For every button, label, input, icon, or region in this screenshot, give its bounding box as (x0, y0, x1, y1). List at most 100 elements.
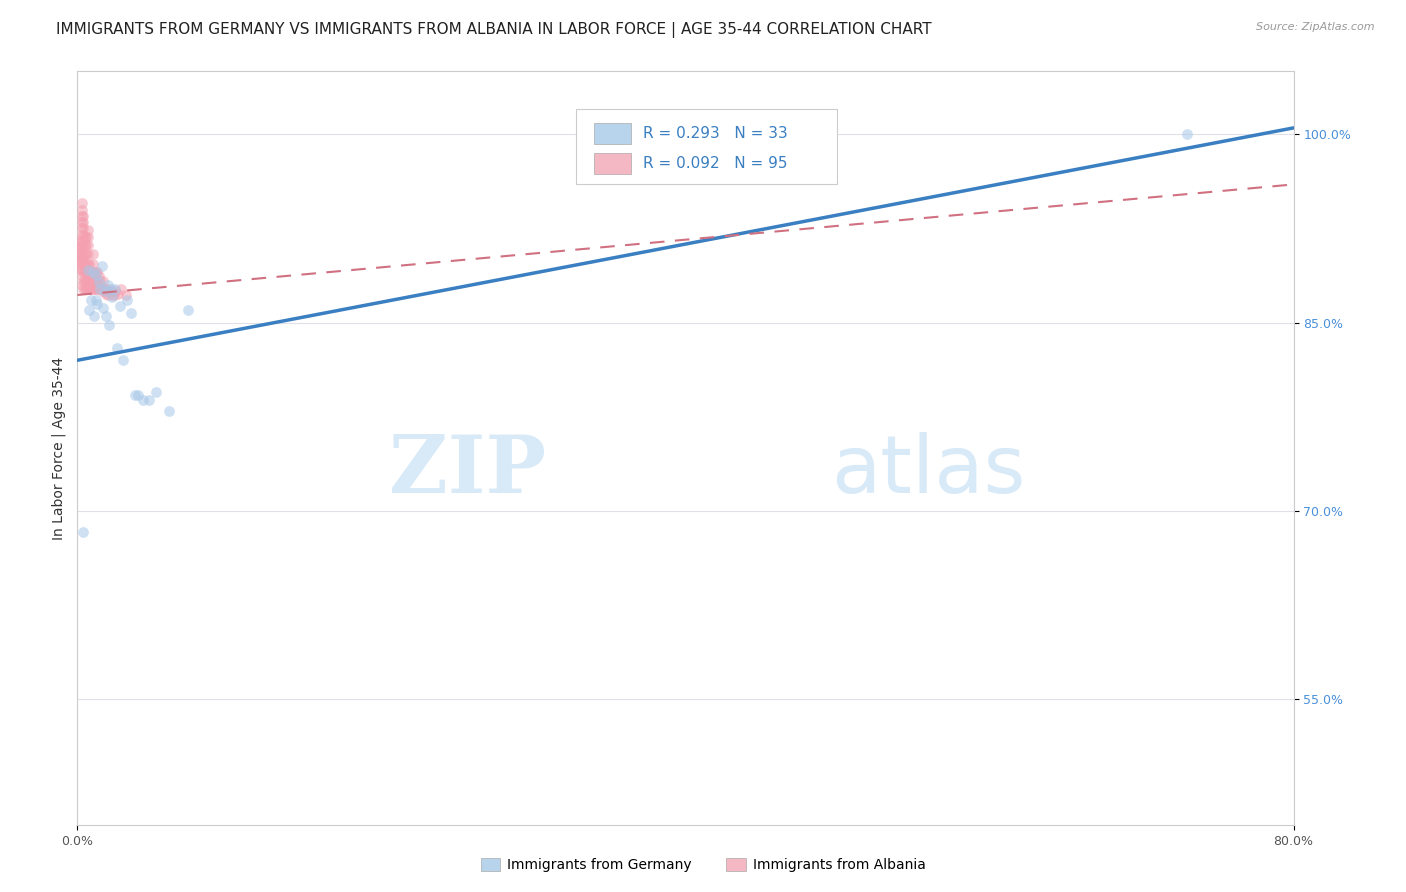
Point (84, 268, 107, 282)
Text: ZIP: ZIP (388, 432, 546, 510)
Point (97, 282, 120, 296)
Point (72, 256, 94, 270)
Point (108, 299, 131, 313)
Point (177, 303, 200, 318)
Point (84, 265, 107, 279)
Point (97, 288, 120, 302)
Point (77, 237, 100, 252)
Point (73, 274, 96, 288)
Point (82, 274, 104, 288)
Point (87, 269, 110, 284)
Point (89, 282, 111, 296)
Point (70, 196, 93, 211)
Text: Source: ZipAtlas.com: Source: ZipAtlas.com (1257, 22, 1375, 32)
Point (72, 274, 94, 288)
Point (90, 284, 112, 298)
Point (77, 282, 100, 296)
Point (77, 246, 100, 260)
Point (145, 384, 167, 399)
Point (82, 246, 104, 260)
Point (82, 265, 104, 279)
Point (70, 209, 93, 223)
Point (72, 265, 94, 279)
Point (70, 277, 93, 292)
Point (70, 246, 93, 260)
Point (77, 263, 100, 277)
Point (80, 282, 103, 296)
Point (69, 240, 91, 254)
Point (69, 246, 91, 260)
FancyBboxPatch shape (576, 109, 838, 185)
Legend: Immigrants from Germany, Immigrants from Albania: Immigrants from Germany, Immigrants from… (475, 853, 931, 878)
Point (80, 293, 103, 307)
Point (138, 393, 160, 408)
Point (83, 274, 105, 288)
Point (75, 237, 97, 252)
Point (72, 525, 94, 540)
Point (79, 274, 101, 288)
Text: R = 0.293   N = 33: R = 0.293 N = 33 (643, 126, 787, 141)
Point (100, 282, 122, 296)
Point (101, 291, 124, 305)
Point (73, 237, 96, 252)
Point (82, 256, 104, 270)
Point (96, 310, 118, 324)
Point (70, 227, 93, 242)
Point (80, 265, 103, 279)
Point (70, 261, 93, 276)
Point (87, 276, 110, 290)
Point (115, 288, 138, 302)
Point (70, 215, 93, 229)
Point (75, 265, 97, 279)
Point (98, 318, 121, 332)
Point (86, 282, 108, 296)
Point (110, 282, 132, 296)
Point (73, 256, 96, 270)
Point (93, 284, 115, 298)
Point (72, 234, 94, 248)
FancyBboxPatch shape (595, 153, 631, 174)
Point (80, 274, 103, 288)
Point (69, 252, 91, 267)
Point (107, 286, 129, 301)
Point (83, 265, 105, 279)
Point (73, 246, 96, 260)
Point (69, 234, 91, 248)
Point (73, 265, 96, 279)
Point (79, 256, 101, 270)
Point (91, 274, 114, 288)
Point (86, 297, 108, 311)
Point (75, 274, 97, 288)
Point (72, 249, 94, 263)
Point (83, 282, 105, 296)
Point (91, 282, 114, 296)
Point (101, 288, 124, 302)
Point (86, 265, 108, 279)
Point (105, 341, 128, 355)
Point (117, 293, 139, 307)
Point (104, 284, 127, 298)
Point (79, 303, 101, 318)
Point (157, 403, 180, 417)
Text: R = 0.092   N = 95: R = 0.092 N = 95 (643, 156, 787, 170)
Point (77, 230, 100, 244)
Point (104, 282, 127, 296)
Point (70, 234, 93, 248)
Point (67, 256, 90, 270)
Point (70, 252, 93, 267)
Text: atlas: atlas (831, 432, 1026, 510)
Point (77, 222, 100, 236)
Point (82, 282, 104, 296)
Point (72, 240, 94, 254)
Point (1175, 127, 1198, 141)
Point (97, 277, 120, 292)
Point (96, 286, 118, 301)
Point (89, 282, 111, 296)
Point (91, 301, 114, 315)
Point (90, 259, 112, 273)
Point (98, 284, 121, 298)
Point (72, 215, 94, 229)
Point (86, 274, 108, 288)
Point (79, 282, 101, 296)
Point (75, 256, 97, 270)
